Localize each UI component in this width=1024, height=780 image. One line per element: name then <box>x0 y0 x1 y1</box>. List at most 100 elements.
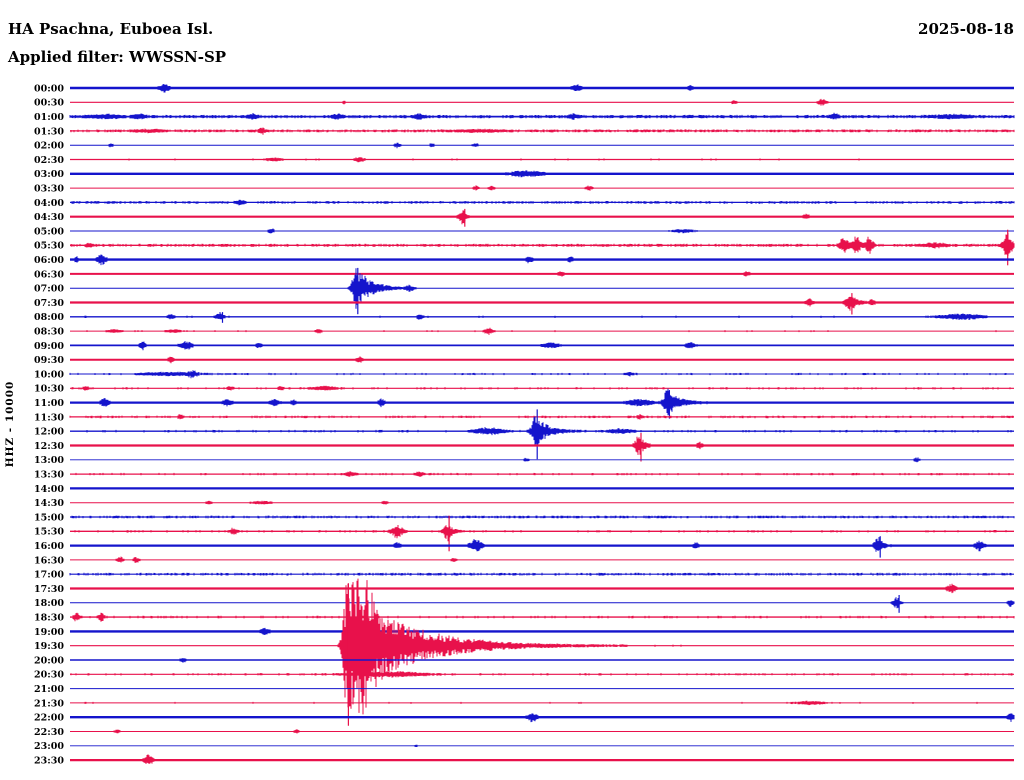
trace-row-0330: 03:30 <box>34 184 1014 195</box>
trace-row-2000: 20:00 <box>34 655 1014 666</box>
trace-row-1700: 17:00 <box>34 570 1014 581</box>
trace-row-1000: 10:00 <box>34 369 1014 380</box>
time-label: 09:30 <box>34 355 64 366</box>
trace-row-2330: 23:30 <box>34 754 1014 767</box>
trace-row-1430: 14:30 <box>34 498 1014 509</box>
trace-waveform <box>342 98 829 106</box>
trace-row-0300: 03:00 <box>34 169 1014 180</box>
trace-row-0230: 02:30 <box>34 155 1014 166</box>
time-label: 07:00 <box>34 284 64 295</box>
trace-waveform <box>505 170 546 178</box>
time-label: 14:30 <box>34 498 64 509</box>
trace-row-2100: 21:00 <box>34 684 1014 695</box>
trace-waveform <box>472 185 594 191</box>
trace-waveform <box>69 572 1012 576</box>
trace-row-1500: 15:00 <box>34 512 1015 523</box>
time-label: 19:00 <box>34 627 64 638</box>
time-label: 13:30 <box>34 470 64 481</box>
trace-row-0130: 01:30 <box>34 126 1015 137</box>
trace-waveform <box>393 537 987 552</box>
time-label: 11:30 <box>34 412 64 423</box>
time-label: 17:30 <box>34 584 64 595</box>
time-label: 06:00 <box>34 255 64 266</box>
trace-row-0730: 07:30 <box>34 293 1014 315</box>
time-label: 20:00 <box>34 655 64 666</box>
time-label: 07:30 <box>34 298 64 309</box>
time-label: 02:30 <box>34 155 64 166</box>
trace-row-0400: 04:00 <box>34 198 1015 209</box>
time-label: 12:00 <box>34 427 64 438</box>
time-label: 22:30 <box>34 727 64 738</box>
trace-row-0600: 06:00 <box>34 254 1014 266</box>
trace-waveform <box>128 157 860 163</box>
trace-row-1800: 18:00 <box>34 595 1015 613</box>
trace-waveform <box>142 754 155 764</box>
time-label: 23:00 <box>34 741 64 752</box>
trace-waveform <box>337 578 682 715</box>
time-label: 20:30 <box>34 670 64 681</box>
trace-waveform <box>890 597 1015 609</box>
time-label: 19:30 <box>34 641 64 652</box>
trace-waveform <box>71 385 1011 391</box>
trace-row-0500: 05:00 <box>34 226 1014 237</box>
trace-waveform <box>414 744 418 747</box>
trace-waveform <box>86 416 1012 446</box>
time-label: 02:00 <box>34 141 64 152</box>
trace-row-1030: 10:30 <box>34 384 1014 395</box>
trace-waveform <box>108 142 479 149</box>
trace-waveform <box>167 356 364 364</box>
trace-row-1200: 12:00 <box>34 409 1014 460</box>
trace-waveform <box>71 199 1015 206</box>
trace-row-1600: 16:00 <box>34 536 1014 558</box>
time-label: 18:30 <box>34 613 64 624</box>
trace-row-0800: 08:00 <box>34 312 1014 323</box>
trace-waveform <box>523 457 921 463</box>
time-label: 00:30 <box>34 98 64 109</box>
trace-row-1830: 18:30 <box>34 613 1015 624</box>
trace-waveform <box>205 500 389 505</box>
trace-waveform <box>74 254 574 266</box>
time-label: 16:30 <box>34 555 64 566</box>
time-label: 10:00 <box>34 369 64 380</box>
time-label: 05:30 <box>34 241 64 252</box>
trace-row-0430: 04:30 <box>34 208 1014 227</box>
trace-waveform <box>84 700 978 706</box>
trace-waveform <box>179 658 187 663</box>
time-label: 08:30 <box>34 327 64 338</box>
time-label: 09:00 <box>34 341 64 352</box>
trace-row-0000: 00:00 <box>34 83 1014 94</box>
trace-row-0200: 02:00 <box>34 141 1014 152</box>
trace-row-1530: 15:30 <box>34 515 1014 552</box>
trace-row-1630: 16:30 <box>34 555 1014 566</box>
trace-waveform <box>70 232 1015 256</box>
trace-row-1900: 19:00 <box>34 627 1014 638</box>
trace-row-0700: 07:00 <box>34 267 1014 315</box>
trace-waveform <box>70 127 1015 135</box>
trace-row-0100: 01:00 <box>34 112 1015 123</box>
trace-row-1930: 19:30 <box>34 578 1014 726</box>
trace-row-0830: 08:30 <box>34 327 1014 338</box>
time-label: 14:00 <box>34 484 64 495</box>
trace-waveform <box>157 84 694 93</box>
trace-row-0030: 00:30 <box>34 98 1014 109</box>
time-label: 11:00 <box>34 398 64 409</box>
time-label: 04:30 <box>34 212 64 223</box>
trace-row-2300: 23:00 <box>34 741 1014 752</box>
trace-waveform <box>75 471 1010 477</box>
trace-row-0530: 05:30 <box>34 229 1015 266</box>
trace-waveform <box>71 515 1015 519</box>
station-title: HA Psachna, Euboea Isl. <box>8 20 214 38</box>
applied-filter-label: Applied filter: WWSSN-SP <box>8 48 227 66</box>
trace-waveform <box>804 294 876 311</box>
trace-row-2030: 20:30 <box>34 670 1014 681</box>
trace-row-1300: 13:00 <box>34 455 1014 466</box>
trace-waveform <box>267 228 698 234</box>
trace-waveform <box>113 729 300 734</box>
trace-row-1100: 11:00 <box>34 388 1014 419</box>
time-label: 13:00 <box>34 455 64 466</box>
trace-row-1130: 11:30 <box>34 412 1014 423</box>
trace-row-2200: 22:00 <box>34 713 1015 724</box>
trace-row-1400: 14:00 <box>34 484 1014 495</box>
time-label: 06:30 <box>34 269 64 280</box>
